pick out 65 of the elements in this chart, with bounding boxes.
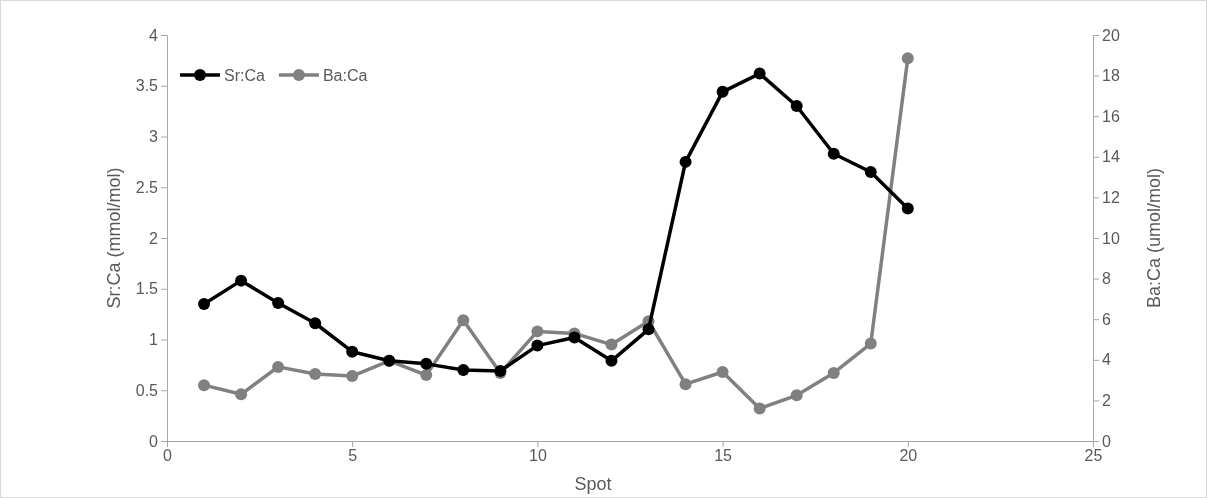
y2-tick-label: 14 [1102, 148, 1120, 166]
point [827, 367, 840, 379]
point [864, 166, 877, 179]
y2-tick-label: 2 [1102, 392, 1111, 410]
point [272, 360, 285, 373]
y-axis-title: Sr:Ca (mmol/mol) [104, 167, 124, 309]
point [346, 345, 359, 358]
y2-tick-label: 18 [1102, 67, 1120, 85]
point [198, 379, 211, 392]
y-tick-label: 1 [149, 331, 159, 349]
x-tick-label: 25 [1084, 447, 1103, 465]
point [309, 317, 322, 330]
point [716, 85, 729, 98]
y2-tick-label: 0 [1102, 432, 1111, 450]
y-tick-label: 0.5 [135, 381, 159, 399]
y2-tick-label: 10 [1102, 229, 1120, 247]
point [642, 323, 655, 336]
point [235, 274, 248, 287]
point [531, 325, 544, 338]
point [753, 402, 766, 415]
x-tick-label: 10 [529, 447, 547, 465]
x-tick-label: 20 [899, 447, 918, 465]
y2-tick-label: 20 [1102, 26, 1120, 44]
y-tick-label: 1.5 [135, 280, 159, 298]
point [309, 368, 322, 381]
x-axis-title: Spot [574, 474, 612, 494]
point [901, 52, 914, 65]
point [864, 337, 877, 350]
y-tick-label: 0 [149, 432, 159, 450]
point [679, 155, 692, 168]
point [457, 363, 470, 376]
point [457, 314, 470, 327]
y-tick-label: 2 [149, 229, 159, 247]
y-tick-label: 4 [149, 26, 159, 44]
y-tick-label: 3 [149, 128, 159, 146]
y-tick-label: 3.5 [135, 77, 159, 95]
point [420, 357, 433, 370]
x-tick-label: 5 [348, 447, 358, 465]
y2-tick-label: 12 [1102, 189, 1120, 207]
point [605, 338, 618, 351]
point [568, 331, 581, 344]
point [420, 369, 433, 382]
y2-tick-label: 6 [1102, 310, 1111, 328]
point [790, 389, 803, 402]
point [531, 339, 544, 352]
point [790, 100, 803, 113]
y-tick-label: 2.5 [135, 178, 159, 196]
point [679, 378, 692, 391]
y2-tick-label: 8 [1102, 270, 1111, 288]
point [235, 388, 248, 401]
x-tick-label: 15 [714, 447, 733, 465]
y2-tick-label: 16 [1102, 107, 1120, 125]
legend-label: Ba:Ca [322, 67, 368, 84]
point [198, 297, 211, 310]
point [716, 365, 729, 378]
point [901, 202, 914, 215]
point [827, 147, 840, 160]
legend-label: Sr:Ca [224, 67, 265, 84]
point [605, 354, 618, 367]
y2-axis-title: Ba:Ca (umol/mol) [1144, 167, 1164, 309]
point [346, 370, 359, 383]
point [272, 296, 285, 309]
point [753, 67, 766, 80]
x-tick-label: 0 [163, 447, 173, 465]
y2-tick-label: 4 [1102, 351, 1111, 369]
